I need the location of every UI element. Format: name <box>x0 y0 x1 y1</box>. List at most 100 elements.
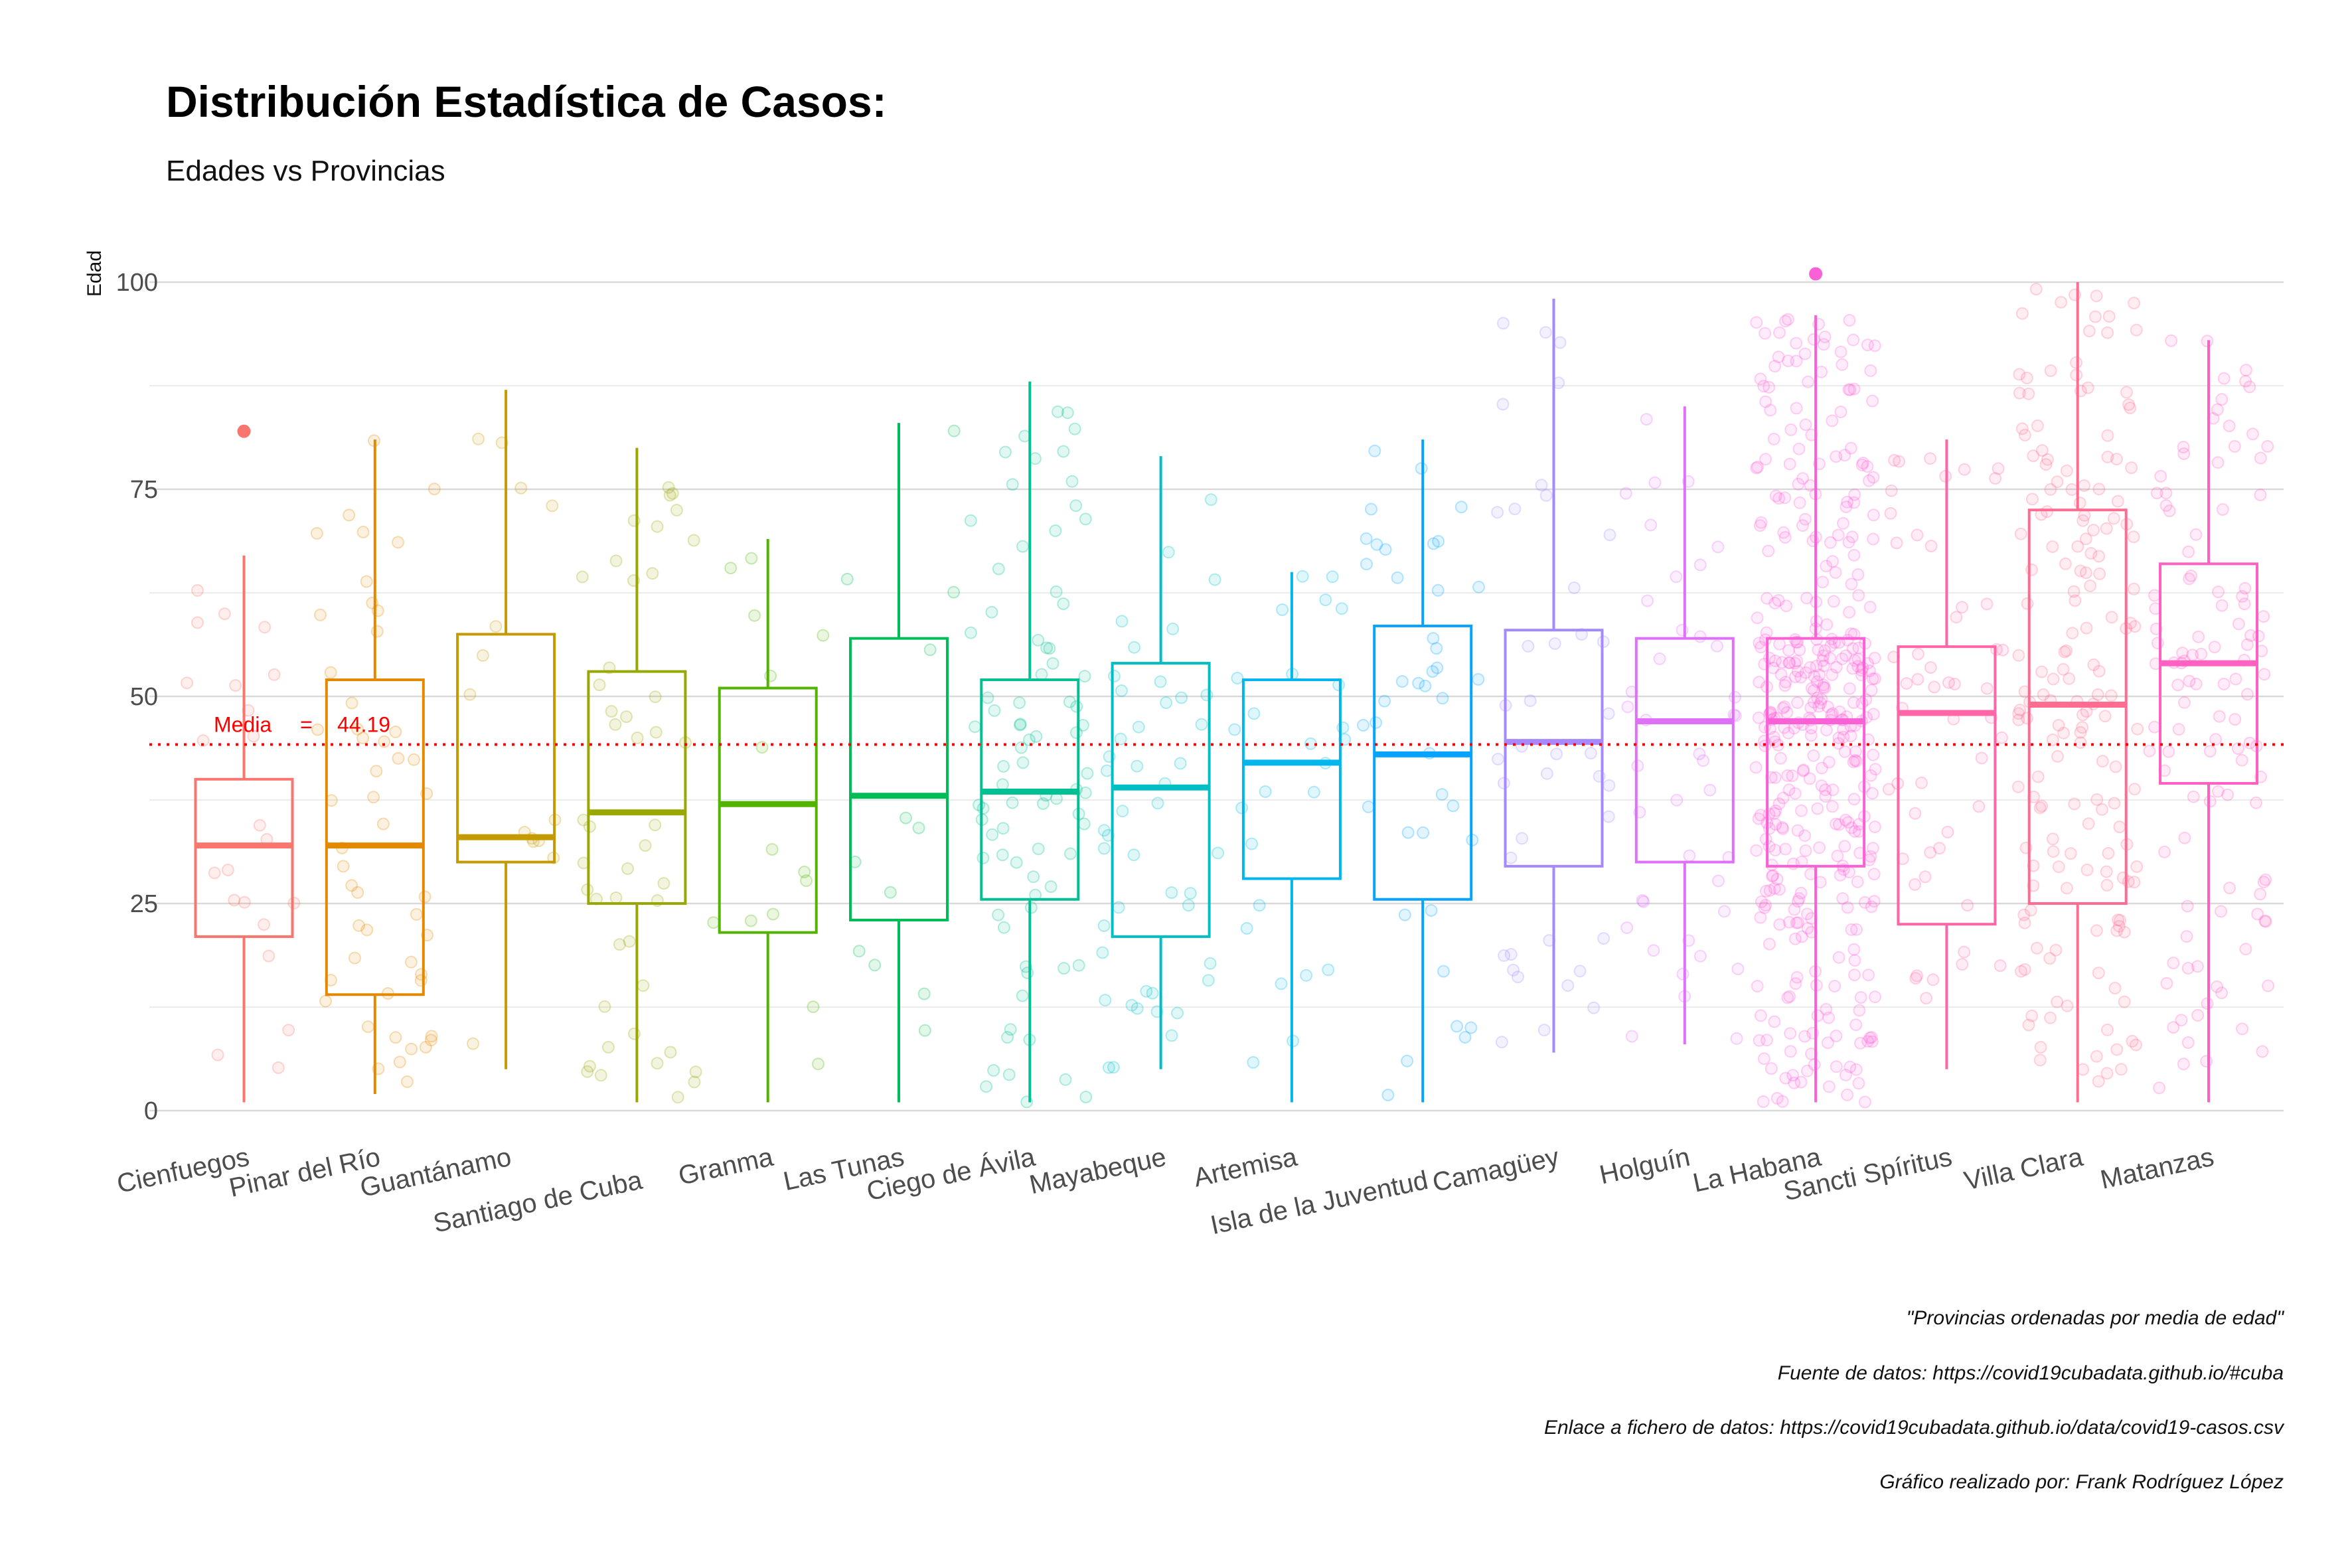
jitter-point <box>1497 317 1510 330</box>
jitter-point <box>196 734 210 747</box>
jitter-point <box>1447 799 1460 813</box>
jitter-point <box>2101 1023 2114 1036</box>
jitter-point <box>1782 644 1795 657</box>
jitter-point <box>1770 872 1784 886</box>
jitter-point <box>969 720 982 734</box>
jitter-point <box>1815 761 1828 775</box>
jitter-point <box>1834 406 1847 418</box>
jitter-point <box>2012 649 2025 662</box>
jitter-point <box>221 864 234 876</box>
jitter-point <box>1882 783 1895 796</box>
jitter-point <box>1640 413 1653 426</box>
jitter-point <box>2203 745 2217 758</box>
jitter-point <box>1539 489 1553 502</box>
jitter-point <box>2167 957 2180 970</box>
jitter-point <box>1752 812 1765 825</box>
jitter-point <box>2012 707 2025 720</box>
jitter-point <box>2076 721 2089 734</box>
jitter-point <box>1247 707 1261 720</box>
jitter-point <box>2046 540 2059 553</box>
jitter-point <box>1928 680 1941 694</box>
jitter-point <box>1844 441 1857 455</box>
jitter-point <box>2257 876 2270 889</box>
jitter-point <box>1319 593 1332 607</box>
jitter-point <box>2018 963 2031 976</box>
jitter-point <box>1790 971 1804 984</box>
jitter-point <box>1648 476 1662 489</box>
jitter-point <box>2215 599 2229 612</box>
jitter-point <box>1427 537 1440 550</box>
jitter-point <box>1819 790 1832 803</box>
jitter-point <box>1956 958 1969 971</box>
jitter-point <box>1813 668 1826 682</box>
jitter-point <box>1836 652 1849 665</box>
jitter-point <box>1769 489 1782 503</box>
jitter-point <box>1778 491 1792 505</box>
jitter-point <box>2034 1041 2047 1054</box>
jitter-point <box>1116 805 1129 818</box>
jitter-point <box>2209 733 2223 746</box>
jitter-point <box>1803 772 1816 785</box>
jitter-point <box>2100 878 2114 892</box>
jitter-point <box>1764 1062 1778 1075</box>
jitter-point <box>2258 668 2271 681</box>
jitter-point <box>2090 924 2103 937</box>
jitter-point <box>2171 678 2185 692</box>
jitter-point <box>2191 1008 2205 1022</box>
jitter-point <box>996 822 1010 835</box>
jitter-point <box>1127 848 1140 862</box>
jitter-point <box>2213 710 2226 723</box>
jitter-point <box>2150 487 2163 500</box>
jitter-point <box>1097 824 1111 837</box>
jitter-point <box>1811 802 1824 815</box>
jitter-point <box>2183 572 2196 586</box>
jitter-point <box>1788 670 1802 684</box>
jitter-point <box>2057 663 2070 676</box>
jitter-point <box>1079 786 1092 799</box>
jitter-point <box>1754 1009 1767 1022</box>
jitter-point <box>1063 695 1076 708</box>
jitter-point <box>1561 979 1575 992</box>
jitter-point <box>1786 769 1799 783</box>
jitter-point <box>1068 422 1081 435</box>
jitter-point <box>1800 1064 1814 1077</box>
jitter-point <box>1789 977 1802 990</box>
jitter-point <box>1847 333 1860 347</box>
jitter-point <box>1435 788 1449 801</box>
jitter-point <box>1848 488 1861 501</box>
jitter-point <box>1852 1077 1865 1090</box>
jitter-point <box>1259 785 1272 798</box>
jitter-point <box>1782 783 1796 797</box>
jitter-point <box>1956 601 1968 614</box>
jitter-point <box>361 1020 374 1034</box>
jitter-point <box>1830 1030 1843 1042</box>
jitter-point <box>1772 593 1785 607</box>
jitter-point <box>1832 636 1845 649</box>
jitter-point <box>2080 863 2094 876</box>
jitter-point <box>598 1000 611 1013</box>
jitter-point <box>1296 570 1309 583</box>
jitter-point <box>2092 483 2106 496</box>
jitter-point <box>191 616 204 629</box>
jitter-point <box>1826 414 1839 428</box>
jitter-point <box>1815 693 1828 706</box>
jitter-point <box>1044 880 1058 894</box>
jitter-point <box>1868 821 1881 834</box>
jitter-point <box>1855 668 1868 682</box>
jitter-point <box>1524 694 1537 707</box>
jitter-point <box>1061 406 1074 420</box>
jitter-point <box>2181 900 2194 913</box>
jitter-point <box>1855 696 1869 710</box>
jitter-point <box>1843 314 1856 327</box>
jitter-point <box>1812 700 1826 713</box>
jitter-point <box>1057 597 1070 610</box>
jitter-point <box>2079 566 2092 580</box>
jitter-point <box>1182 899 1195 912</box>
jitter-point <box>1058 962 1071 975</box>
jitter-point <box>2031 770 2045 783</box>
jitter-point <box>1840 649 1852 663</box>
jitter-point <box>1888 453 1901 467</box>
chart-subtitle: Edades vs Provincias <box>166 155 445 187</box>
jitter-point <box>2108 797 2121 810</box>
